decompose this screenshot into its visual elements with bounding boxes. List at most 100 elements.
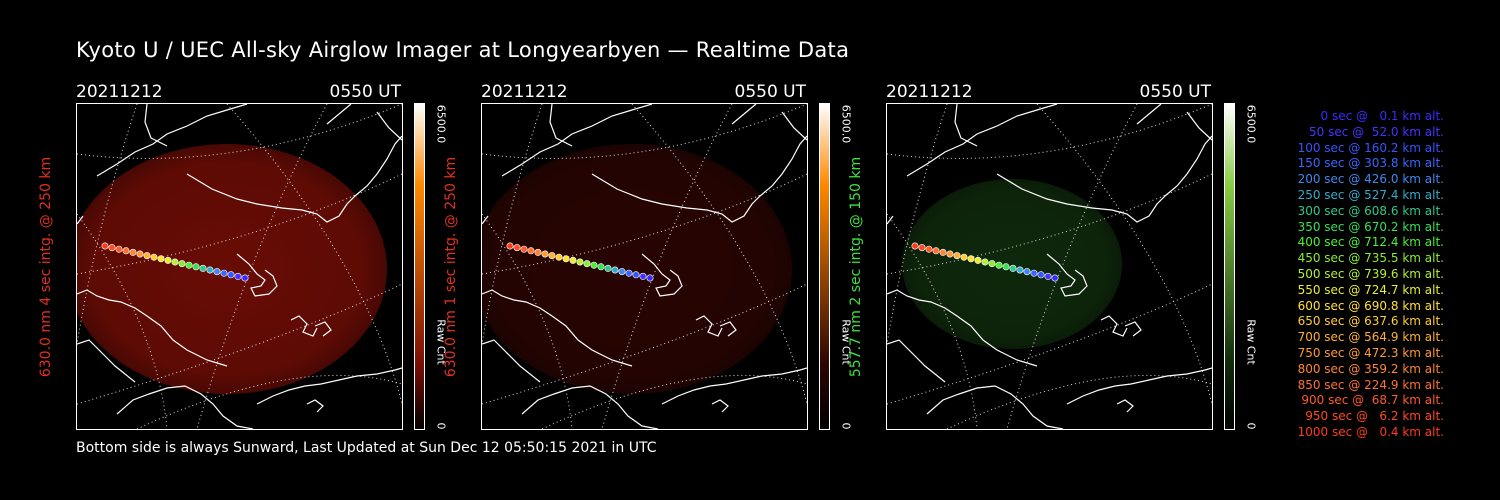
coastline <box>1046 253 1088 297</box>
trajectory-point <box>548 252 556 260</box>
trajectory-point <box>946 250 954 258</box>
airglow-image <box>482 144 792 394</box>
trajectory-point <box>178 260 186 268</box>
trajectory-point <box>555 253 563 261</box>
trajectory-point <box>932 247 940 255</box>
coastline <box>314 321 332 337</box>
coastline <box>1100 315 1128 337</box>
coastline <box>781 111 807 141</box>
coastline <box>906 104 1058 177</box>
trajectory-point <box>192 263 200 271</box>
coastline <box>501 104 653 177</box>
legend-row: 900 sec @ 68.7 km alt. <box>1301 393 1444 408</box>
grid-line <box>1036 104 1212 405</box>
trajectory-point <box>646 274 654 282</box>
airglow-panel-1: 20211212 0550 UT 630.0 nm 4 sec intg. @ … <box>38 82 448 430</box>
trajectory-point <box>974 256 982 264</box>
legend-row: 150 sec @ 303.8 km alt. <box>1297 156 1444 171</box>
panel-date: 20211212 <box>481 82 568 102</box>
legend-row: 250 sec @ 527.4 km alt. <box>1297 187 1444 202</box>
coastline <box>549 104 573 147</box>
trajectory-point <box>534 248 542 256</box>
coastline <box>482 215 489 225</box>
trajectory-point <box>129 248 137 256</box>
trajectory-point <box>1002 263 1010 271</box>
legend-row: 400 sec @ 712.4 km alt. <box>1297 235 1444 250</box>
trajectory-point <box>960 253 968 261</box>
allsky-map <box>481 103 808 430</box>
trajectory-point <box>939 248 947 256</box>
trajectory-point <box>1051 274 1059 282</box>
coastline <box>641 253 683 297</box>
trajectory-point <box>911 242 919 250</box>
legend-row: 50 sec @ 52.0 km alt. <box>1309 124 1444 139</box>
grid-line <box>601 104 733 429</box>
allsky-map-svg <box>77 104 402 429</box>
trajectory-point <box>513 244 521 252</box>
colorbar <box>414 103 425 430</box>
airglow-image <box>77 144 387 394</box>
legend-row: 800 sec @ 359.2 km alt. <box>1297 361 1444 376</box>
airglow-panel-2: 20211212 0550 UT 630.0 nm 1 sec intg. @ … <box>443 82 853 430</box>
trajectory-point <box>925 245 933 253</box>
trajectory-point <box>988 260 996 268</box>
trajectory-point <box>213 268 221 276</box>
trajectory-point <box>527 247 535 255</box>
trajectory-point <box>234 272 242 280</box>
coastline <box>1136 104 1162 125</box>
coastline <box>954 104 978 147</box>
trajectory-point <box>590 261 598 269</box>
legend-row: 1000 sec @ 0.4 km alt. <box>1297 424 1444 439</box>
coastline <box>144 104 168 147</box>
legend-row: 0 sec @ 0.1 km alt. <box>1320 109 1445 123</box>
coastline <box>236 253 278 297</box>
trajectory-point <box>1023 268 1031 276</box>
allsky-map <box>76 103 403 430</box>
trajectory-point <box>981 258 989 266</box>
coastline <box>996 135 1212 223</box>
panel-time: 0550 UT <box>329 82 402 102</box>
legend-row: 450 sec @ 735.5 km alt. <box>1297 251 1444 266</box>
trajectory-point <box>220 269 228 277</box>
trajectory-point <box>995 261 1003 269</box>
coastline <box>482 289 633 367</box>
trajectory-point <box>562 255 570 263</box>
legend-row: 200 sec @ 426.0 km alt. <box>1297 172 1444 187</box>
trajectory-point <box>136 250 144 258</box>
legend-row: 950 sec @ 6.2 km alt. <box>1305 409 1444 424</box>
trajectory-point <box>604 264 612 272</box>
coastline <box>1066 367 1212 405</box>
trajectory-point <box>199 264 207 272</box>
trajectory-point <box>618 268 626 276</box>
coastline <box>711 399 729 413</box>
trajectory-legend: 0 sec @ 0.1 km alt. 50 sec @ 52.0 km alt.… <box>1262 109 1444 441</box>
trajectory-point <box>164 256 172 264</box>
coastline <box>521 385 659 429</box>
trajectory-point <box>541 250 549 258</box>
coastline <box>887 215 894 225</box>
page-title: Kyoto U / UEC All-sky Airglow Imager at … <box>76 38 850 62</box>
trajectory-point <box>583 260 591 268</box>
trajectory-point <box>108 244 116 252</box>
trajectory-point <box>918 244 926 252</box>
coastline <box>661 367 807 405</box>
trajectory-point <box>569 256 577 264</box>
trajectory-point <box>597 263 605 271</box>
trajectory-point <box>967 255 975 263</box>
coastline <box>695 315 723 337</box>
colorbar <box>1224 103 1235 430</box>
trajectory-point <box>171 258 179 266</box>
allsky-map <box>886 103 1213 430</box>
coastline <box>96 104 248 177</box>
coastline <box>77 339 136 383</box>
legend-row: 700 sec @ 564.9 km alt. <box>1297 330 1444 345</box>
coastline <box>1124 321 1142 337</box>
legend-row: 300 sec @ 608.6 km alt. <box>1297 203 1444 218</box>
legend-row: 500 sec @ 739.6 km alt. <box>1297 266 1444 281</box>
airglow-image <box>902 179 1122 349</box>
coastline <box>186 135 402 223</box>
grid-line <box>887 104 1212 159</box>
trajectory-point <box>632 271 640 279</box>
legend-row: 100 sec @ 160.2 km alt. <box>1297 140 1444 155</box>
trajectory-point <box>1037 271 1045 279</box>
